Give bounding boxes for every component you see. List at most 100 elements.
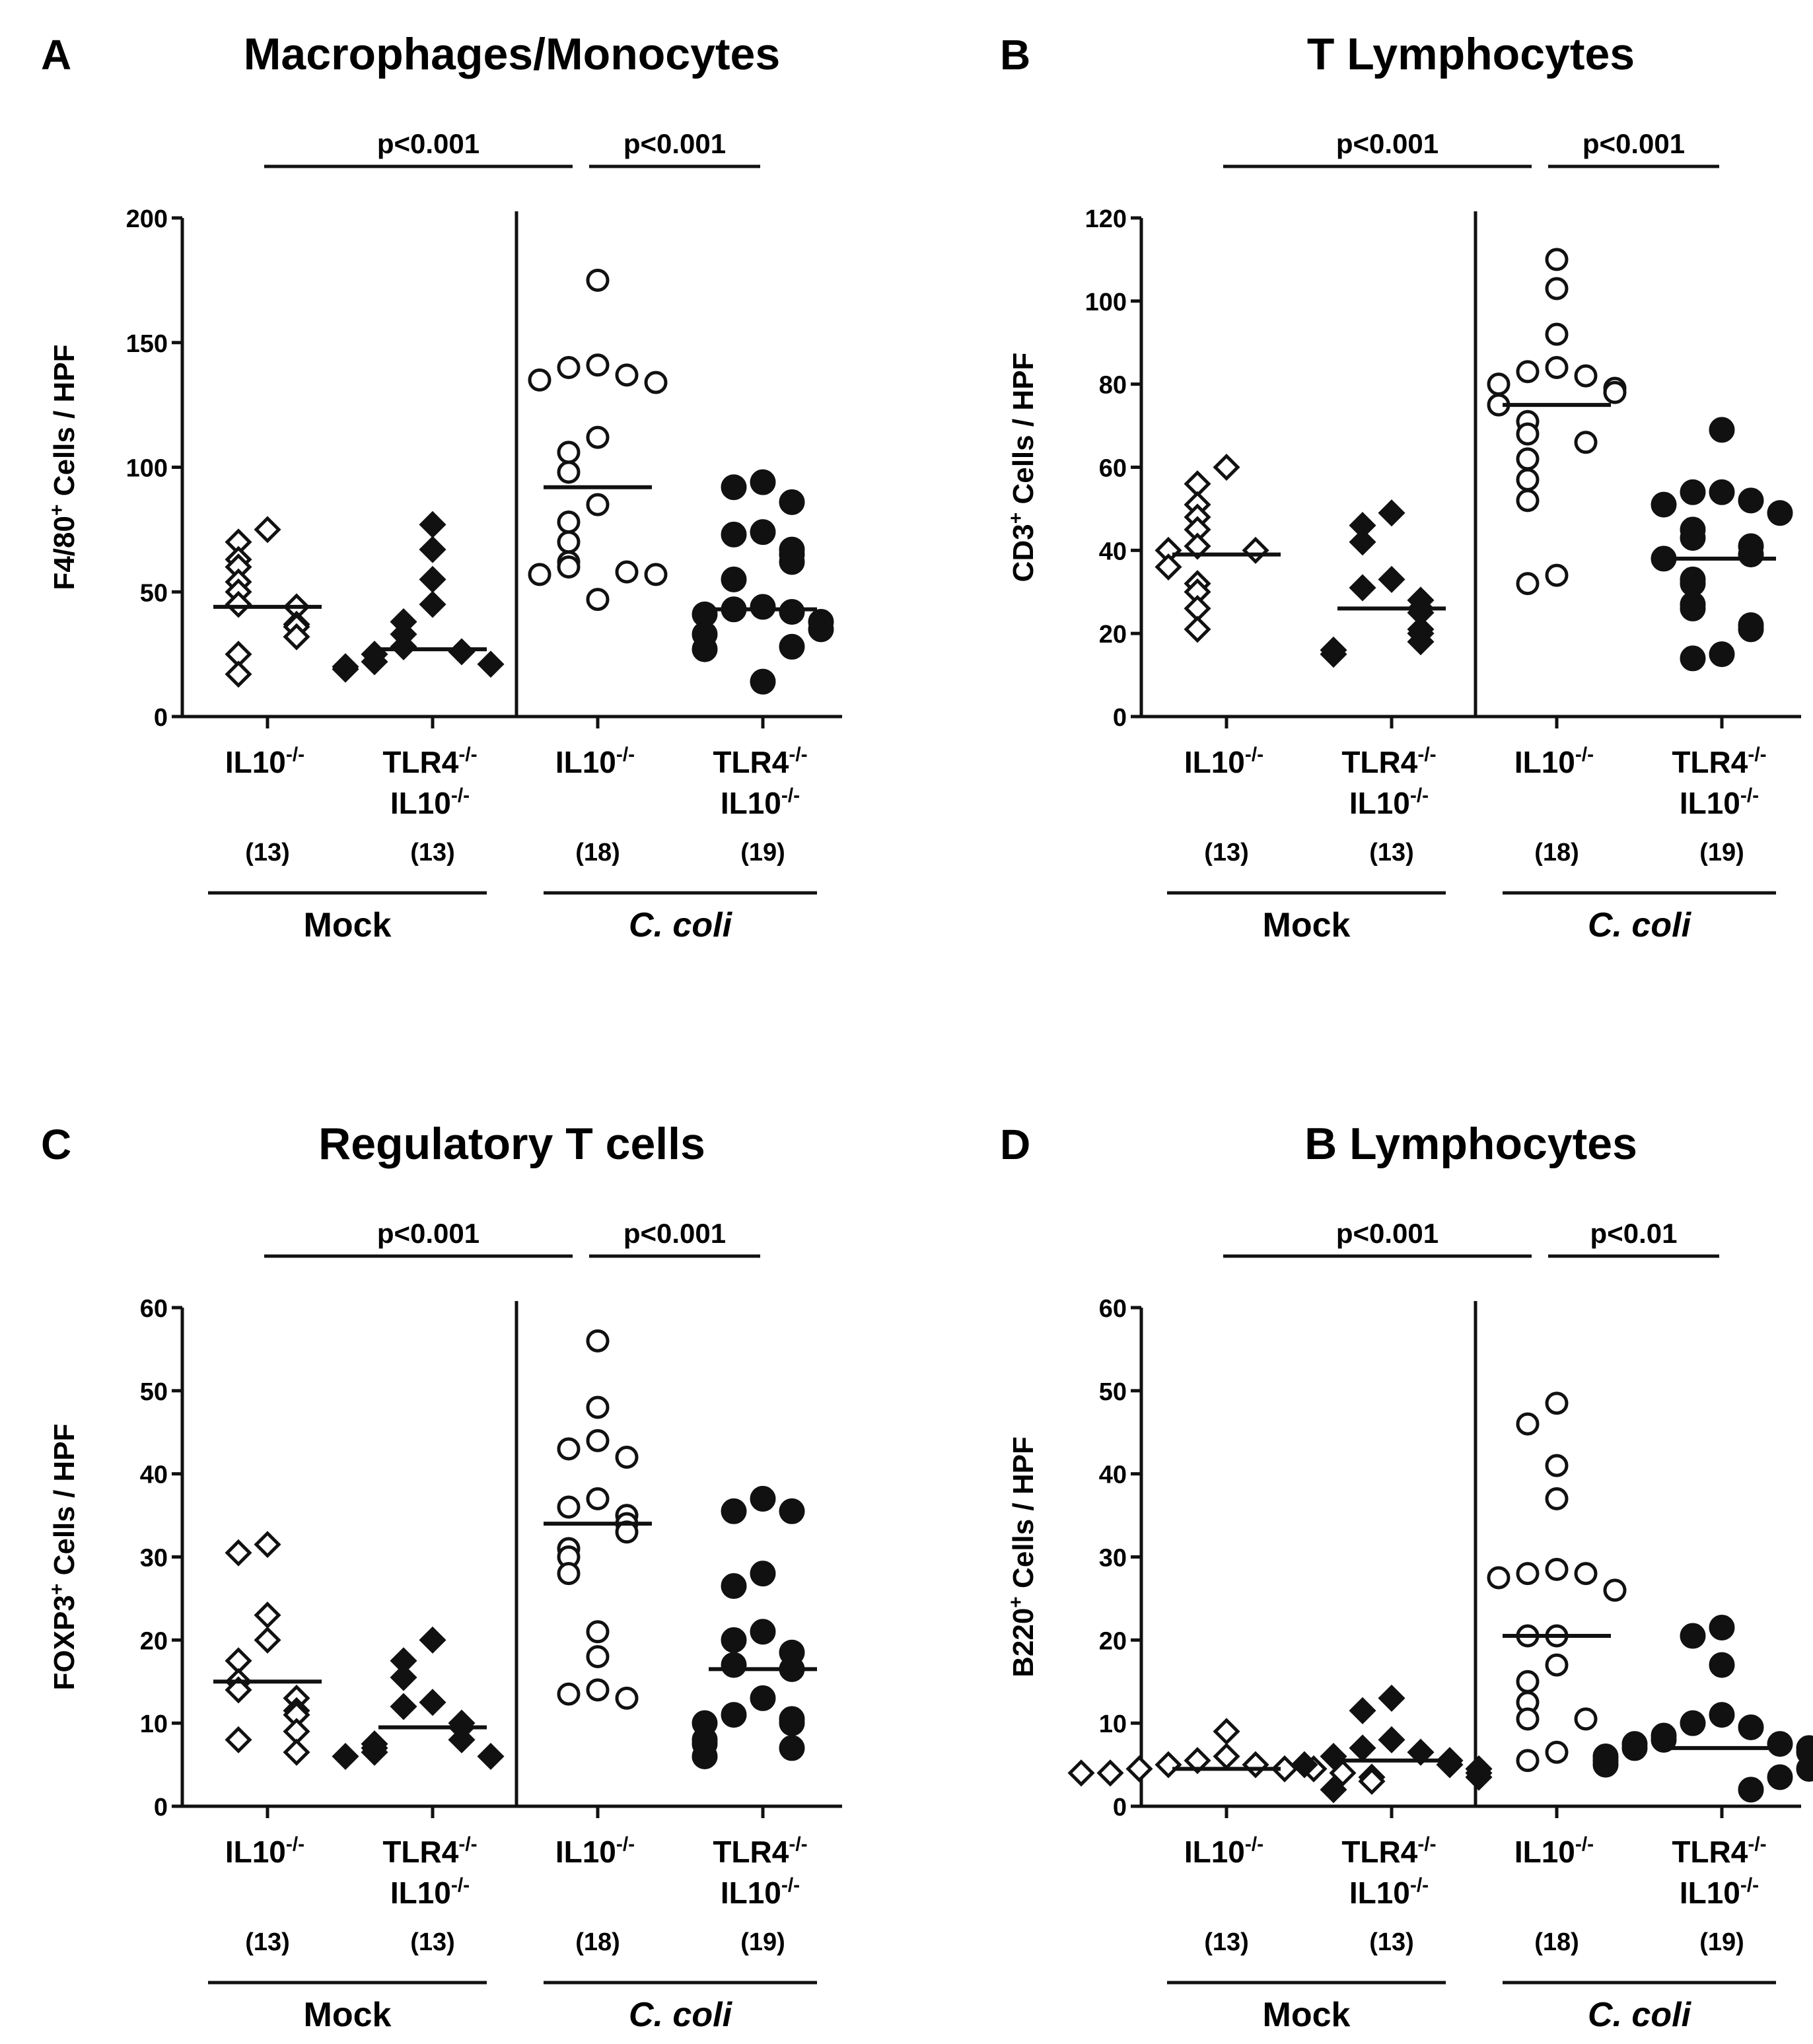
y-tick-label: 10 [1099,1710,1127,1738]
data-point [557,1562,581,1586]
data-point [1516,360,1540,384]
data-point [557,460,581,484]
data-point [1545,1454,1569,1477]
data-point [586,493,610,516]
data-point [419,511,446,538]
data-point [1320,641,1347,668]
data-point [419,590,446,618]
data-point [225,1676,252,1704]
sample-count: (19) [1699,839,1744,866]
y-tick-label: 60 [1099,1295,1127,1323]
panel-title: Regulatory T cells [318,1119,705,1169]
data-point [721,521,747,547]
data-point [750,1685,776,1711]
pvalue-label: p<0.001 [377,1218,480,1249]
category-label: IL10-/- [1184,744,1263,779]
sample-count: (13) [245,839,290,866]
data-point [1545,1392,1569,1415]
pvalue-label: p<0.01 [1590,1218,1678,1249]
panel-b: B T Lymphocytes p<0.001 p<0.001 0 20 40 60 80 100… [1000,29,1801,944]
data-point [225,660,252,688]
data-point [225,590,252,618]
category-label-line2: IL10-/- [1349,1874,1429,1910]
group-label-mock: Mock [1263,1996,1351,2034]
data-point [1067,1759,1095,1787]
y-tick-label: 0 [154,1794,168,1821]
data-point [1329,1759,1357,1787]
sample-count: (13) [1204,839,1249,866]
y-tick-label: 40 [1099,538,1127,565]
data-point [419,536,446,563]
data-point [1796,1755,1813,1782]
category-label: IL10-/- [1184,1833,1263,1869]
data-point [1680,645,1706,672]
y-tick-label: 50 [1099,1378,1127,1406]
data-point [477,651,505,678]
y-axis-label: B220+ Cells / HPF [1005,1436,1040,1677]
category-label-line2: IL10-/- [721,1874,800,1910]
y-tick-label: 0 [1113,704,1127,732]
data-point [1603,1578,1627,1602]
pvalue-label: p<0.001 [623,1218,726,1249]
data-point [721,1652,747,1678]
category-label-line2: IL10-/- [390,1874,470,1910]
data-point [1709,1652,1735,1678]
series-4 [1651,417,1793,672]
category-label: TLR4-/- [1672,744,1766,779]
data-point [557,1495,581,1519]
group-label-mock: Mock [304,906,392,944]
series-1 [213,516,322,688]
data-point [750,1561,776,1587]
data-point [1378,1726,1405,1753]
data-point [1651,491,1677,518]
data-point [586,425,610,449]
data-point [1184,1747,1211,1775]
data-point [557,441,581,464]
panel-letter: B [1000,31,1030,79]
category-label: TLR4-/- [1672,1833,1766,1869]
group-label-c-coli: C. coli [1588,906,1692,944]
sample-count: (18) [1534,839,1579,866]
data-point [283,623,310,651]
data-point [1349,574,1376,602]
data-point [557,555,581,579]
series-2 [332,1626,505,1771]
y-tick-label: 20 [1099,621,1127,649]
data-point [1574,1562,1598,1586]
data-point [586,1678,610,1702]
data-point [1680,1710,1706,1736]
data-point [557,530,581,554]
data-point [1709,641,1735,668]
panel-letter: D [1000,1121,1030,1168]
data-point [1603,380,1627,404]
pvalue-label: p<0.001 [1336,1218,1439,1249]
data-point [1545,1487,1569,1510]
category-label: TLR4-/- [1341,744,1436,779]
data-point [1516,1670,1540,1693]
data-point [779,598,805,625]
y-tick-label: 50 [140,579,168,607]
y-tick-label: 30 [1099,1545,1127,1572]
data-point [1213,453,1240,481]
data-point [1709,1614,1735,1640]
data-point [1125,1755,1153,1782]
data-point [1378,499,1405,527]
data-point [528,563,551,586]
data-point [779,1735,805,1761]
y-tick-label: 40 [140,1462,168,1489]
data-point [1349,528,1376,556]
y-tick-label: 40 [1099,1462,1127,1489]
category-label-line2: IL10-/- [721,785,800,820]
category-label: TLR4-/- [1341,1833,1436,1869]
data-point [1545,356,1569,379]
group-label-c-coli: C. coli [629,1996,733,2034]
y-tick-label: 20 [1099,1627,1127,1655]
data-point [1184,532,1211,560]
data-point [1358,1767,1386,1795]
data-point [1407,628,1435,656]
category-label: IL10-/- [555,744,635,779]
y-tick-label: 80 [1099,372,1127,400]
data-point [1516,1749,1540,1773]
data-point [1709,479,1735,505]
